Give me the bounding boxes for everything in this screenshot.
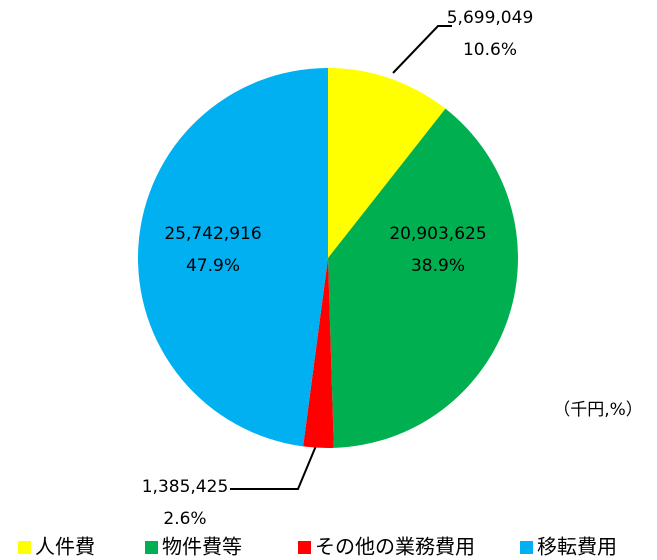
value-label: 25,742,916 xyxy=(164,224,261,244)
pie-slice xyxy=(328,108,519,448)
legend-label: 移転費用 xyxy=(537,535,617,559)
leader-line xyxy=(392,25,452,74)
percentage-label: 47.9% xyxy=(186,256,240,276)
legend-label: 物件費等 xyxy=(162,535,242,559)
legend-label: 人件費 xyxy=(35,535,95,559)
legend-swatch xyxy=(520,541,533,554)
unit-note: （千円,%） xyxy=(553,400,643,420)
value-label: 5,699,049 xyxy=(447,8,534,28)
pie-slice xyxy=(137,68,328,447)
percentage-label: 10.6% xyxy=(463,40,517,60)
percentage-label: 2.6% xyxy=(163,509,206,529)
leader-line xyxy=(230,440,319,490)
pie-slice xyxy=(303,258,334,449)
legend-label: その他の業務費用 xyxy=(315,535,475,559)
value-label: 20,903,625 xyxy=(389,224,486,244)
pie-slice xyxy=(328,68,446,258)
legend-swatch xyxy=(298,541,311,554)
percentage-label: 38.9% xyxy=(411,256,465,276)
legend-swatch xyxy=(145,541,158,554)
value-label: 1,385,425 xyxy=(142,477,229,497)
legend-swatch xyxy=(18,541,31,554)
